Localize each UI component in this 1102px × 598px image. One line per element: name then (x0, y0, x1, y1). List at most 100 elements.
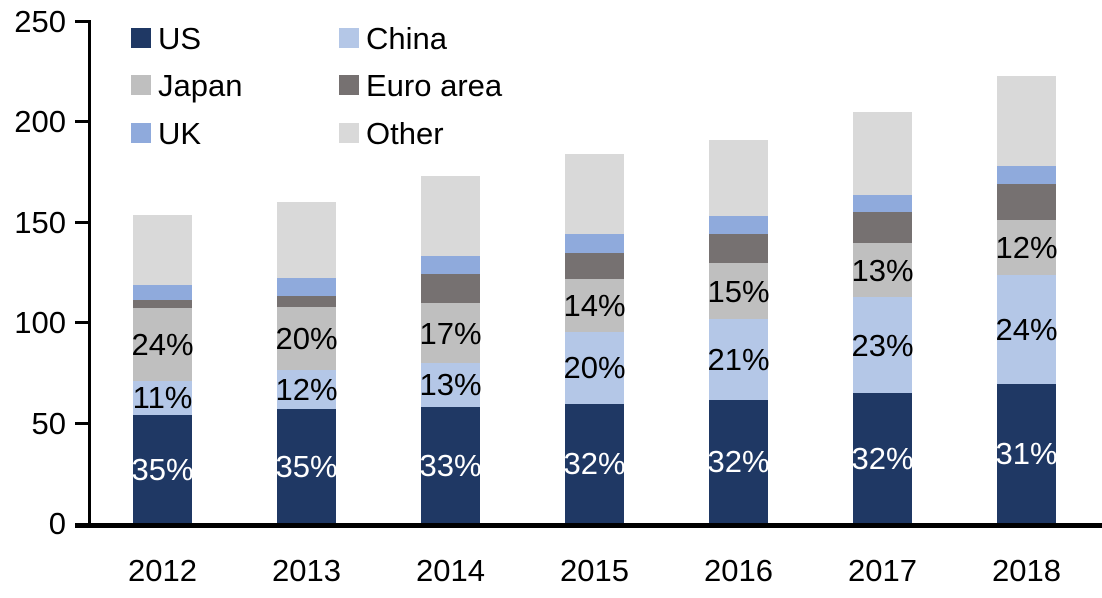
segment-japan-2013: 20% (275, 307, 338, 370)
segment-euro-area-2014 (421, 274, 480, 304)
y-tick-label: 50 (31, 405, 66, 441)
bar-2018: 12% 24% 31% (995, 76, 1058, 524)
legend-item-other: Other (339, 118, 444, 149)
segment-label-us-2017: 32% (851, 440, 914, 476)
bar-2012: 24% 11% 35% (131, 214, 194, 524)
segment-us-2016: 32% (707, 399, 770, 524)
bar-2013: 20% 12% 35% (275, 201, 338, 524)
segment-uk-2017 (853, 194, 912, 212)
y-tick-mark (75, 220, 89, 224)
segment-japan-2018: 12% (995, 219, 1058, 276)
segment-label-us-2014: 33% (419, 447, 482, 483)
x-tick-label-2018: 2018 (992, 553, 1061, 588)
x-tick-label-2017: 2017 (848, 553, 917, 588)
y-tick-mark (75, 421, 89, 425)
segment-japan-2016: 15% (707, 263, 770, 320)
segment-other-2017 (853, 112, 912, 195)
segment-uk-2013 (277, 278, 336, 297)
bar-2014: 17% 13% 33% (419, 175, 482, 524)
legend-swatch-us (131, 28, 151, 48)
segment-label-japan-2013: 20% (275, 321, 338, 357)
bar-2016: 15% 21% 32% (707, 139, 770, 524)
x-tick-label-2012: 2012 (128, 553, 197, 588)
segment-label-japan-2012: 24% (131, 327, 194, 363)
segment-other-2018 (997, 76, 1056, 166)
segment-china-2018: 24% (995, 275, 1058, 384)
segment-label-japan-2017: 13% (851, 252, 914, 288)
segment-euro-area-2013 (277, 296, 336, 308)
segment-euro-area-2018 (997, 183, 1056, 220)
x-tick-label-2016: 2016 (704, 553, 773, 588)
segment-china-2017: 23% (851, 297, 914, 393)
x-tick-label-2013: 2013 (272, 553, 341, 588)
segment-us-2013: 35% (275, 408, 338, 524)
segment-other-2012 (133, 214, 192, 286)
segment-us-2012: 35% (131, 414, 194, 524)
segment-label-china-2014: 13% (419, 367, 482, 403)
legend-label-us: US (158, 20, 202, 56)
segment-uk-2018 (997, 165, 1056, 184)
legend-item-uk: UK (131, 118, 201, 149)
segment-euro-area-2017 (853, 211, 912, 244)
segment-japan-2012: 24% (131, 308, 194, 381)
segment-china-2016: 21% (707, 319, 770, 400)
y-tick-mark (75, 321, 89, 324)
y-tick-label: 100 (14, 305, 66, 340)
segment-us-2018: 31% (995, 383, 1058, 524)
bar-2017: 13% 23% 32% (851, 112, 914, 524)
segment-other-2013 (277, 201, 336, 279)
segment-euro-area-2012 (133, 300, 192, 309)
segment-china-2013: 12% (275, 369, 338, 409)
y-tick-label: 0 (48, 506, 66, 541)
segment-other-2016 (709, 139, 768, 216)
segment-us-2015: 32% (563, 403, 626, 524)
legend-item-euro-area: Euro area (339, 70, 502, 101)
segment-label-china-2012: 11% (132, 380, 193, 416)
legend-label-other: Other (366, 115, 444, 151)
legend-label-china: China (366, 20, 447, 56)
y-axis-line (88, 20, 91, 528)
legend-swatch-japan (131, 75, 151, 95)
x-tick-label-2015: 2015 (560, 553, 629, 588)
segment-label-japan-2015: 14% (563, 287, 626, 323)
segment-uk-2012 (133, 285, 192, 301)
x-tick-label-2014: 2014 (416, 553, 485, 588)
segment-label-us-2016: 32% (707, 444, 770, 480)
segment-china-2014: 13% (419, 362, 482, 407)
segment-label-japan-2018: 12% (995, 230, 1058, 266)
segment-label-china-2016: 21% (707, 342, 770, 378)
segment-label-china-2015: 20% (563, 350, 626, 386)
segment-label-china-2017: 23% (851, 327, 914, 363)
legend-item-china: China (339, 23, 447, 54)
segment-label-us-2018: 31% (995, 436, 1058, 472)
segment-other-2015 (565, 153, 624, 235)
y-tick-label: 250 (14, 3, 66, 39)
bar-2015: 14% 20% 32% (563, 153, 626, 524)
segment-label-japan-2014: 17% (419, 315, 482, 351)
legend-item-japan: Japan (131, 70, 242, 101)
x-axis-line (75, 523, 1102, 528)
segment-japan-2014: 17% (419, 303, 482, 363)
legend-swatch-euro-area (339, 75, 359, 95)
segment-japan-2015: 14% (563, 279, 626, 332)
segment-label-us-2015: 32% (563, 446, 626, 482)
legend-item-us: US (131, 23, 201, 54)
y-tick-label: 200 (14, 104, 66, 139)
segment-china-2015: 20% (563, 331, 626, 404)
segment-japan-2017: 13% (851, 243, 914, 298)
legend-swatch-other (339, 123, 359, 143)
y-tick-mark (75, 19, 89, 23)
segment-label-japan-2016: 15% (707, 273, 770, 309)
legend-swatch-china (339, 28, 359, 48)
segment-us-2017: 32% (851, 392, 914, 524)
y-tick-mark (75, 120, 89, 123)
segment-label-china-2018: 24% (995, 311, 1058, 347)
segment-uk-2015 (565, 234, 624, 254)
legend-label-japan: Japan (158, 67, 243, 103)
segment-us-2014: 33% (419, 406, 482, 524)
segment-other-2014 (421, 175, 480, 257)
legend-swatch-uk (131, 123, 151, 143)
segment-euro-area-2015 (565, 253, 624, 280)
segment-uk-2014 (421, 256, 480, 275)
